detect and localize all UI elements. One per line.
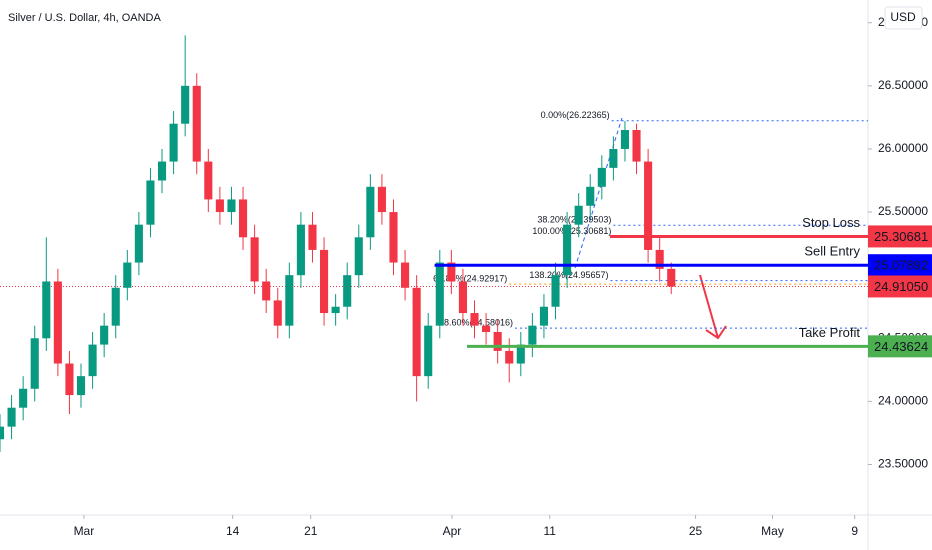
- x-tick-label: 14: [226, 524, 240, 538]
- fib-label: 0.00%(26.22365): [541, 110, 610, 120]
- candle-body: [655, 249, 664, 269]
- candle-body: [435, 262, 444, 326]
- chart-title: Silver / U.S. Dollar, 4h, OANDA: [8, 12, 161, 24]
- fib-trend-line: [574, 117, 623, 269]
- candle-body: [273, 300, 282, 326]
- candle-body: [551, 275, 560, 307]
- candle-body: [192, 85, 201, 162]
- level-name: Stop Loss: [802, 215, 860, 230]
- candle-body: [111, 287, 120, 326]
- candle-body: [574, 205, 583, 225]
- candle-body: [505, 350, 514, 364]
- y-tick-label: 26.00000: [878, 141, 928, 155]
- candle-body: [30, 338, 39, 389]
- candle-body: [169, 123, 178, 162]
- candle-body: [458, 281, 467, 314]
- candle-body: [609, 148, 618, 168]
- candle-body: [539, 306, 548, 326]
- y-tick-label: 26.50000: [878, 78, 928, 92]
- candle-body: [42, 281, 51, 339]
- candle-body: [181, 85, 190, 124]
- current-price-label: 24.91050: [874, 279, 928, 294]
- x-tick-label: 9: [851, 524, 858, 538]
- candle-body: [227, 199, 236, 213]
- x-tick-label: 21: [304, 524, 318, 538]
- candle-body: [262, 281, 271, 301]
- level-price: 25.07892: [874, 258, 928, 273]
- candle-body: [19, 388, 28, 408]
- candle-body: [215, 199, 224, 213]
- candle-body: [597, 167, 606, 187]
- candle-body: [331, 306, 340, 314]
- candle-body: [123, 262, 132, 288]
- candle-body: [250, 237, 259, 282]
- level-price: 25.30681: [874, 229, 928, 244]
- candle-body: [563, 224, 572, 276]
- candle-body: [482, 325, 491, 332]
- level-name: Sell Entry: [804, 244, 860, 259]
- candle-body: [7, 407, 16, 427]
- y-tick-label: 23.50000: [878, 457, 928, 471]
- x-tick-label: Apr: [443, 524, 462, 538]
- candle-body: [157, 161, 167, 181]
- candle-body: [366, 186, 375, 238]
- level-price: 24.43624: [874, 339, 928, 354]
- current-price-box: [868, 275, 932, 298]
- fib-label: 38.20%(25.39503): [537, 215, 611, 225]
- candle-body: [100, 325, 109, 345]
- candle-body: [308, 224, 317, 250]
- candle-body: [377, 186, 386, 213]
- candle-body: [134, 224, 143, 263]
- candle-body: [285, 275, 294, 326]
- candle-body: [354, 237, 363, 276]
- candle-body: [401, 262, 410, 288]
- x-tick-label: 11: [543, 524, 556, 538]
- candle-body: [644, 161, 653, 250]
- candle-body: [620, 130, 630, 149]
- candle-body: [412, 287, 421, 377]
- candle-body: [493, 331, 502, 351]
- candle-body: [320, 249, 329, 314]
- level-name: Take Profit: [799, 325, 861, 340]
- candle-body: [65, 363, 74, 396]
- candle-body: [238, 199, 248, 238]
- y-tick-label: 25.50000: [878, 204, 928, 218]
- candle-body: [204, 161, 213, 200]
- y-tick-label: 24.00000: [878, 394, 928, 408]
- candle-body: [0, 426, 5, 440]
- arrow: [699, 274, 727, 340]
- candle-body: [632, 130, 641, 162]
- level-price-box: [868, 225, 932, 248]
- candle-body: [53, 281, 62, 364]
- candle-body: [76, 376, 86, 396]
- candle-body: [516, 344, 525, 364]
- fib-label: 61.80%(24.92917): [433, 273, 507, 283]
- candle-body: [296, 224, 305, 276]
- candle-body: [424, 325, 433, 377]
- fib-label: 100.00%(25.30681): [532, 226, 611, 236]
- x-tick-label: Mar: [74, 524, 95, 538]
- candle-body: [667, 268, 676, 287]
- candle-body: [586, 186, 595, 206]
- candle-body: [470, 313, 479, 326]
- x-tick-label: May: [761, 524, 784, 538]
- candle-body: [343, 275, 352, 307]
- level-price-box: [868, 254, 932, 277]
- candle-body: [88, 344, 97, 377]
- candle-body: [528, 325, 537, 345]
- level-price-box: [868, 335, 932, 358]
- currency-box[interactable]: [884, 6, 923, 30]
- x-tick-label: 25: [689, 524, 703, 538]
- candle-body: [447, 262, 456, 282]
- candle-body: [146, 180, 155, 225]
- candle-body: [389, 212, 398, 263]
- currency: USD: [890, 10, 916, 24]
